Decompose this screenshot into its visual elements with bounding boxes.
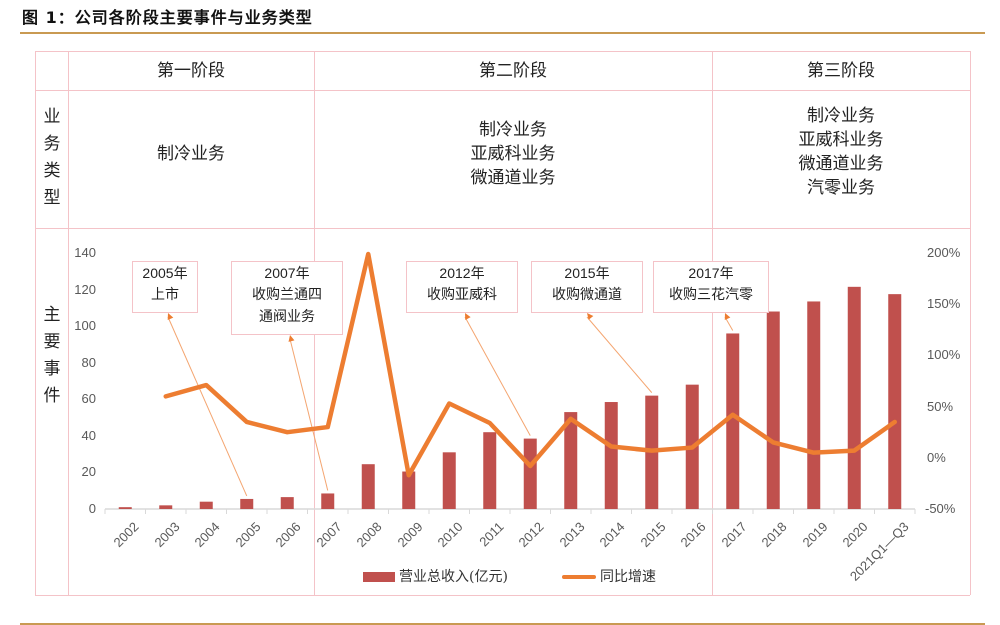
revenue-bar [766, 311, 780, 509]
stage-header-1: 第一阶段 [157, 61, 225, 81]
left-axis-tick: 120 [74, 281, 96, 297]
revenue-bar [199, 501, 213, 509]
revenue-bar [604, 402, 618, 509]
stage-header-3: 第三阶段 [807, 61, 875, 81]
revenue-bar [361, 464, 375, 509]
legend-line-swatch [562, 575, 596, 579]
growth-line [163, 251, 897, 478]
left-axis-tick: 60 [81, 391, 96, 407]
business-item: 亚威科业务 [798, 130, 884, 150]
callout-2012: 2012年 收购亚威科 [406, 261, 518, 313]
right-axis-tick: -50% [925, 501, 956, 516]
legend-line: 同比增速 [562, 566, 656, 586]
revenue-bar [483, 432, 497, 509]
legend-bar-swatch [363, 572, 395, 582]
left-axis-tick: 140 [74, 245, 96, 260]
business-item: 制冷业务 [157, 144, 225, 164]
revenue-bar [523, 438, 537, 509]
right-axis-tick: 100% [927, 347, 961, 363]
stage-3-businesses: 制冷业务 亚威科业务 微通道业务 汽零业务 [712, 104, 970, 200]
revenue-bar [159, 505, 173, 509]
revenue-bar [807, 301, 821, 509]
revenue-bar [280, 497, 294, 509]
right-axis-tick: 50% [927, 398, 954, 414]
revenue-bar [564, 412, 578, 509]
stage-header-2: 第二阶段 [479, 61, 547, 81]
revenue-bar [888, 294, 902, 509]
right-axis-tick: 150% [927, 296, 961, 312]
revenue-bar [240, 498, 254, 509]
business-item: 微通道业务 [470, 168, 556, 188]
left-axis-tick: 100 [74, 318, 96, 334]
figure-title: 图 1：公司各阶段主要事件与业务类型 [22, 8, 313, 27]
business-item: 制冷业务 [479, 120, 547, 140]
callout-2007: 2007年 收购兰通四 通阀业务 [231, 261, 343, 335]
revenue-bar [118, 507, 132, 509]
legend: 营业总收入(亿元) [363, 566, 508, 586]
right-axis-tick: 200% [927, 245, 961, 260]
callout-2017: 2017年 收购三花汽零 [653, 261, 769, 313]
left-axis-tick: 40 [81, 427, 96, 443]
top-rule [20, 32, 985, 34]
left-axis-tick: 0 [88, 501, 96, 516]
business-item: 汽零业务 [807, 178, 875, 198]
business-item: 亚威科业务 [470, 144, 556, 164]
left-axis-tick: 80 [81, 354, 96, 370]
stage-1-businesses: 制冷业务 [68, 142, 314, 166]
legend-line-label: 同比增速 [600, 569, 656, 585]
left-axis-tick: 20 [81, 464, 96, 480]
revenue-bar [847, 286, 861, 509]
revenue-bar [442, 452, 456, 509]
stage-2-businesses: 制冷业务 亚威科业务 微通道业务 [314, 118, 712, 190]
revenue-bar [726, 333, 740, 509]
revenue-bar [402, 471, 416, 509]
legend-bar-label: 营业总收入(亿元) [399, 569, 508, 585]
revenue-bar [321, 493, 335, 509]
right-axis-tick: 0% [927, 449, 946, 465]
callout-2005: 2005年 上市 [132, 261, 198, 313]
bottom-rule [20, 623, 985, 625]
business-item: 制冷业务 [807, 106, 875, 126]
callout-2015: 2015年 收购微通道 [531, 261, 643, 313]
business-item: 微通道业务 [798, 154, 884, 174]
